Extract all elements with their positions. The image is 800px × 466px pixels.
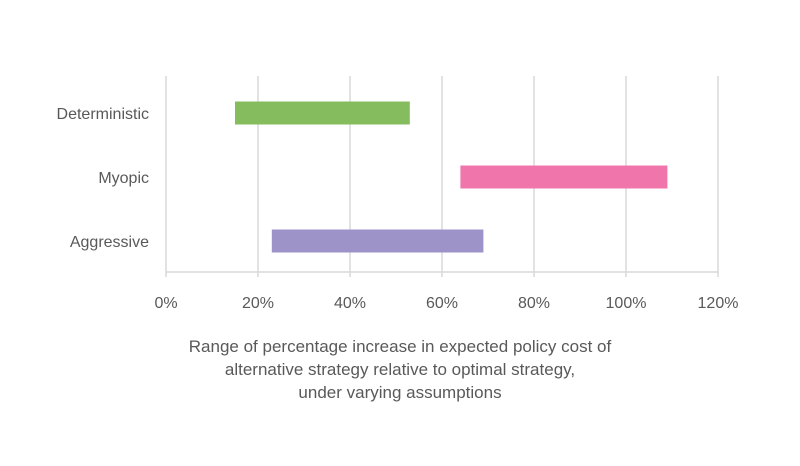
- x-tick-label: 100%: [606, 295, 647, 312]
- x-tick-label: 120%: [698, 295, 739, 312]
- x-tick-label: 20%: [242, 295, 274, 312]
- category-label-aggressive: Aggressive: [70, 234, 149, 251]
- x-tick-label: 0%: [154, 295, 177, 312]
- x-axis-label-line-2: alternative strategy relative to optimal…: [224, 360, 576, 379]
- range-bars: [235, 101, 668, 253]
- x-tick-label: 60%: [426, 295, 458, 312]
- x-axis-label-line-3: under varying assumptions: [298, 383, 502, 402]
- category-label-deterministic: Deterministic: [57, 106, 149, 123]
- x-tick-label: 40%: [334, 295, 366, 312]
- range-bar-myopic: [460, 165, 668, 189]
- category-labels: Deterministic Myopic Aggressive: [57, 106, 150, 251]
- range-bar-aggressive: [271, 229, 484, 253]
- category-label-myopic: Myopic: [98, 170, 149, 187]
- axes: [165, 76, 719, 277]
- x-tick-labels: 0% 20% 40% 60% 80% 100% 120%: [154, 295, 738, 312]
- x-axis-label-line-1: Range of percentage increase in expected…: [188, 337, 612, 356]
- x-tick-label: 80%: [518, 295, 550, 312]
- range-bar-deterministic: [235, 101, 410, 125]
